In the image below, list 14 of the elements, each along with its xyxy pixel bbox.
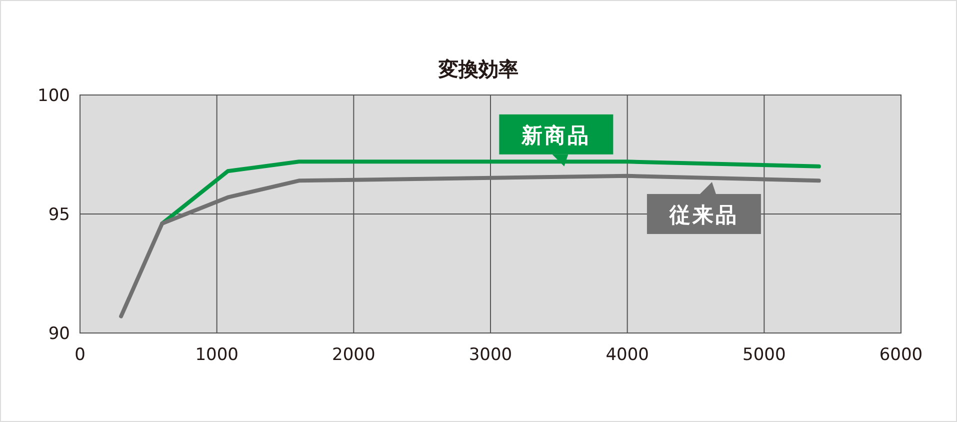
x-tick-label: 4000 [606,345,649,365]
x-tick-label: 1000 [195,345,238,365]
x-tick-label: 2000 [332,345,376,365]
x-tick-label: 6000 [879,345,923,365]
y-tick-label: 90 [48,324,70,344]
x-tick-label: 0 [74,345,86,365]
x-tick-label: 3000 [468,345,512,365]
x-tick-label: 5000 [742,345,786,365]
y-tick-label: 100 [38,86,70,106]
legend-label: 従来品 [668,203,738,227]
series-label: 新商品 [520,123,591,148]
chart-title: 変換効率 [438,57,518,81]
line-series [119,174,821,318]
y-tick-label: 95 [48,205,70,225]
